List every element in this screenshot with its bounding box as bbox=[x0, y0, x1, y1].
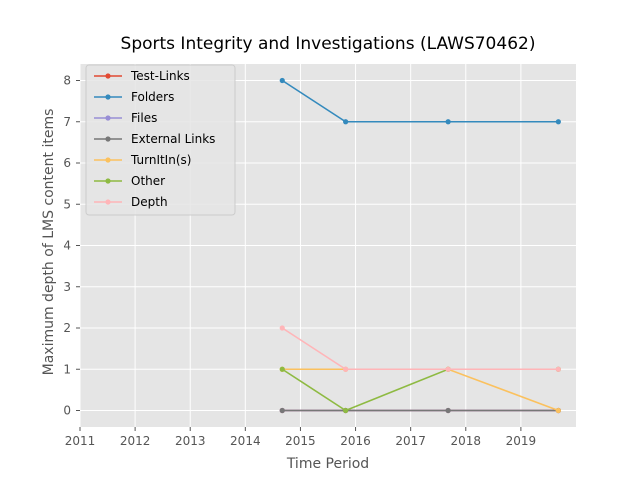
x-tick-label: 2013 bbox=[175, 434, 206, 448]
legend-label-depth: Depth bbox=[131, 195, 168, 209]
x-tick-label: 2019 bbox=[506, 434, 537, 448]
y-tick-label: 6 bbox=[63, 156, 71, 170]
y-tick-label: 4 bbox=[63, 239, 71, 253]
legend-box bbox=[85, 64, 236, 216]
data-point-depth bbox=[555, 366, 561, 372]
y-tick-label: 3 bbox=[63, 280, 71, 294]
x-tick-label: 2018 bbox=[451, 434, 482, 448]
legend-marker-depth bbox=[105, 199, 111, 205]
legend-marker-files bbox=[105, 115, 111, 121]
x-tick-label: 2012 bbox=[120, 434, 151, 448]
legend-label-folders: Folders bbox=[131, 90, 174, 104]
x-tick-label: 2011 bbox=[65, 434, 96, 448]
y-tick-label: 5 bbox=[63, 197, 71, 211]
x-axis-label: Time Period bbox=[286, 456, 369, 472]
data-point-folders bbox=[445, 119, 451, 125]
data-point-external-links bbox=[279, 407, 285, 414]
y-tick-label: 0 bbox=[63, 404, 71, 418]
legend-marker-test-links bbox=[105, 73, 111, 79]
data-point-turnitin-s bbox=[555, 407, 561, 414]
y-tick-label: 2 bbox=[63, 321, 71, 335]
x-tick-label: 2016 bbox=[340, 434, 371, 448]
data-point-depth bbox=[279, 325, 285, 331]
series-line-depth bbox=[281, 327, 559, 371]
y-tick-label: 8 bbox=[63, 74, 71, 88]
legend-marker-external-links bbox=[105, 136, 111, 142]
data-point-external-links bbox=[445, 407, 451, 414]
chart-title: Sports Integrity and Investigations (LAW… bbox=[121, 34, 536, 54]
legend-marker-folders bbox=[105, 94, 111, 100]
data-point-other bbox=[279, 366, 285, 372]
legend-label-turnitin-s: TurnItIn(s) bbox=[130, 153, 191, 167]
legend-label-external-links: External Links bbox=[131, 132, 215, 146]
legend-label-test-links: Test-Links bbox=[130, 69, 190, 83]
y-axis-label: Maximum depth of LMS content items bbox=[41, 109, 57, 376]
data-point-folders bbox=[555, 119, 561, 125]
y-tick-label: 7 bbox=[63, 115, 71, 129]
data-point-folders bbox=[279, 77, 285, 84]
legend-label-other: Other bbox=[131, 174, 165, 188]
x-tick-label: 2017 bbox=[395, 434, 426, 448]
series-line-folders bbox=[281, 79, 559, 123]
data-point-depth bbox=[343, 366, 349, 372]
y-tick-label: 1 bbox=[63, 362, 71, 376]
x-tick-label: 2014 bbox=[230, 434, 261, 448]
legend-label-files: Files bbox=[131, 111, 157, 125]
x-tick-label: 2015 bbox=[285, 434, 316, 448]
data-point-depth bbox=[445, 366, 451, 372]
data-point-folders bbox=[343, 119, 349, 125]
legend-marker-turnitin-s bbox=[105, 157, 111, 163]
legend-marker-other bbox=[105, 178, 111, 184]
data-point-other bbox=[343, 407, 349, 414]
